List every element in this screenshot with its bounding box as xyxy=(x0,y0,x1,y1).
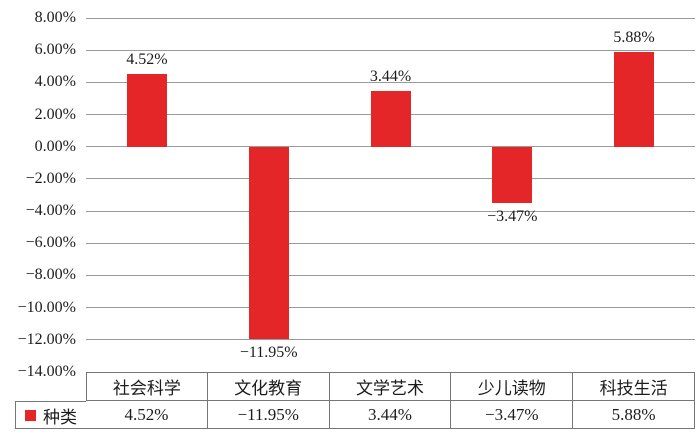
y-axis-tick-label: 6.00% xyxy=(34,41,76,59)
table-value-cell: 4.52% xyxy=(86,401,208,429)
gridline xyxy=(86,339,695,341)
y-axis-tick-label: −4.00% xyxy=(25,202,76,220)
gridline xyxy=(86,146,695,148)
y-axis-tick-label: −2.00% xyxy=(25,169,76,187)
y-axis-tick-label: −10.00% xyxy=(17,298,76,316)
y-axis-tick-label: −14.00% xyxy=(17,363,76,380)
y-axis-tick-label: −6.00% xyxy=(25,234,76,252)
table-category-cell: 文化教育 xyxy=(207,372,330,401)
legend-series-label: 种类 xyxy=(43,407,77,427)
bar-value-label: −3.47% xyxy=(487,207,538,225)
chart-bar xyxy=(126,73,167,147)
gridline xyxy=(86,242,695,244)
gridline xyxy=(86,210,695,212)
bar-value-label: −11.95% xyxy=(239,344,298,361)
chart-bar xyxy=(248,146,289,339)
table-value-cell: 5.88% xyxy=(573,401,695,429)
gridline xyxy=(86,49,695,51)
bar-value-label: 3.44% xyxy=(369,68,412,86)
table-value-cell: −11.95% xyxy=(207,401,330,429)
bar-value-label: 4.52% xyxy=(126,50,168,68)
table-category-cell: 科技生活 xyxy=(573,372,695,401)
table-category-cell: 文学艺术 xyxy=(329,372,452,401)
gridline xyxy=(86,178,695,180)
legend-cell: 种类 xyxy=(15,401,87,429)
y-axis-tick-label: −8.00% xyxy=(25,266,76,284)
gridline xyxy=(86,274,695,276)
table-value-cell: 3.44% xyxy=(329,401,452,429)
table-category-cell: 社会科学 xyxy=(86,372,208,401)
bar-value-label: 5.88% xyxy=(613,29,655,47)
table-value-cell: −3.47% xyxy=(451,401,574,429)
y-axis-tick-label: 8.00% xyxy=(34,9,76,26)
y-axis-tick-label: 2.00% xyxy=(34,105,76,123)
gridline xyxy=(86,17,695,19)
gridline xyxy=(86,307,695,309)
y-axis-tick-label: 0.00% xyxy=(34,137,76,155)
y-axis-tick-label: −12.00% xyxy=(17,330,76,348)
y-axis-tick-label: 4.00% xyxy=(34,73,76,91)
chart-bar xyxy=(370,91,411,147)
chart-bar xyxy=(614,52,655,147)
legend-series-marker-icon xyxy=(25,409,36,421)
table-category-cell: 少儿读物 xyxy=(451,372,574,401)
chart-bar xyxy=(492,146,533,203)
gridline xyxy=(86,81,695,83)
